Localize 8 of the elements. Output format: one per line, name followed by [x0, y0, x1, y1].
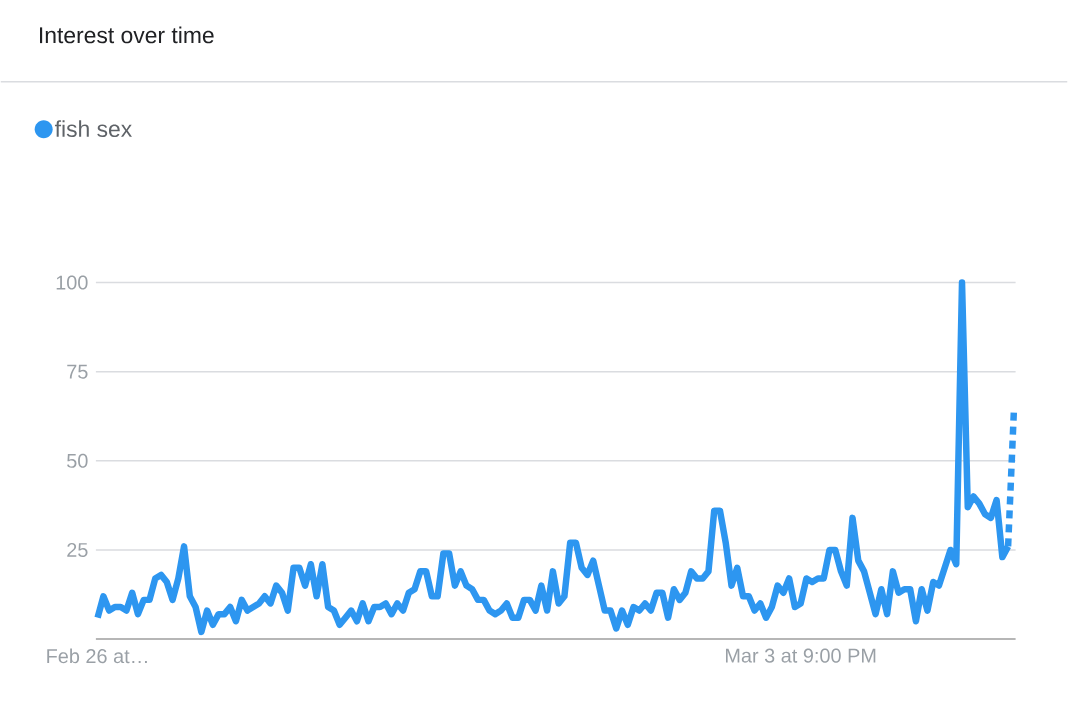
chart-title: Interest over time — [40, 26, 214, 44]
y-tick-label: 75 — [67, 364, 88, 379]
x-tick-label: Mar 3 at 9:00 PM — [725, 648, 876, 663]
y-tick-label: 100 — [56, 275, 88, 290]
y-tick-label: 25 — [67, 542, 88, 558]
y-tick-label: 50 — [67, 453, 88, 468]
x-tick-label: Feb 26 at… — [47, 648, 147, 664]
legend-label: fish sex — [54, 120, 132, 138]
